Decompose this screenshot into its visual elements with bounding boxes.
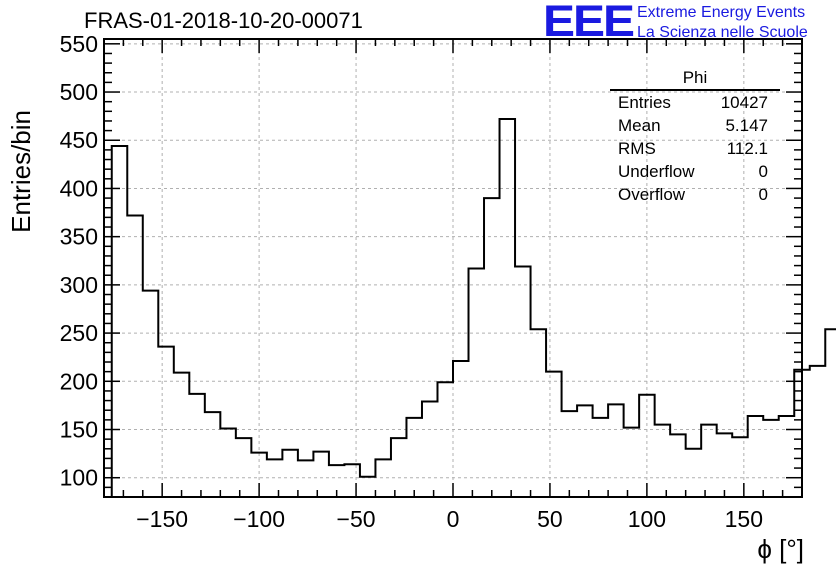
y-tick-label: 450: [60, 127, 98, 153]
stats-value: 112.1: [726, 139, 768, 158]
x-tick-label: −50: [337, 506, 376, 532]
stats-label: Mean: [618, 116, 661, 135]
stats-value: 0: [758, 185, 768, 204]
stats-box: Phi Entries 10427 Mean 5.147 RMS 112.1 U…: [610, 68, 780, 208]
stats-label: RMS: [618, 139, 656, 158]
stats-row-overflow: Overflow 0: [610, 185, 780, 208]
x-tick-label: 100: [628, 506, 666, 532]
stats-row-rms: RMS 112.1: [610, 139, 780, 162]
x-tick-label: −150: [136, 506, 188, 532]
logo-line2: La Scienza nelle Scuole: [637, 24, 808, 41]
x-tick-label: 150: [725, 506, 763, 532]
axis-ticks: [103, 39, 803, 498]
stats-value: 0: [758, 162, 768, 181]
stats-row-mean: Mean 5.147: [610, 116, 780, 139]
y-tick-label: 300: [60, 272, 98, 298]
y-tick-label: 500: [60, 79, 98, 105]
stats-label: Entries: [618, 93, 671, 112]
histogram-line: [110, 118, 836, 497]
y-axis-label-text: Entries/bin: [6, 110, 36, 233]
x-axis-label: ϕ [°]: [757, 534, 804, 564]
stats-label: Underflow: [618, 162, 695, 181]
stats-value: 10427: [720, 93, 768, 112]
y-tick-label: 200: [60, 368, 98, 394]
y-tick-label: 400: [60, 175, 98, 201]
eee-logo: EEE: [543, 0, 635, 46]
x-tick-label: 0: [447, 506, 460, 532]
x-tick-label: −100: [233, 506, 285, 532]
y-tick-label: 150: [60, 417, 98, 443]
logo-line1: Extreme Energy Events: [637, 4, 806, 21]
stats-label: Overflow: [618, 185, 686, 204]
y-tick-labels: 100 150 200 250 300 350 400 450 500 550: [60, 31, 98, 491]
stats-value: 5.147: [725, 116, 768, 135]
y-tick-label: 100: [60, 465, 98, 491]
stats-row-underflow: Underflow 0: [610, 162, 780, 185]
x-tick-labels: −150 −100 −50 0 50 100 150: [136, 506, 763, 532]
chart-title: FRAS-01-2018-10-20-00071: [84, 8, 363, 33]
stats-title: Phi: [610, 68, 780, 91]
stats-row-entries: Entries 10427: [610, 93, 780, 116]
y-tick-label: 250: [60, 320, 98, 346]
y-tick-label: 350: [60, 224, 98, 250]
x-tick-label: 50: [537, 506, 563, 532]
y-tick-label: 550: [60, 31, 98, 57]
